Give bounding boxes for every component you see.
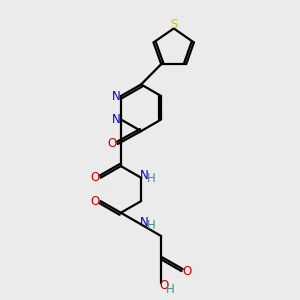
Text: S: S (170, 18, 178, 31)
Text: N: N (112, 90, 121, 103)
Text: H: H (166, 283, 174, 296)
Text: O: O (90, 195, 99, 208)
Text: O: O (90, 171, 99, 184)
Text: O: O (160, 279, 169, 292)
Text: N: N (140, 216, 149, 229)
Text: H: H (147, 219, 155, 232)
Text: N: N (112, 113, 121, 126)
Text: O: O (107, 137, 117, 150)
Text: N: N (140, 169, 149, 182)
Text: H: H (147, 172, 155, 185)
Text: O: O (183, 265, 192, 278)
